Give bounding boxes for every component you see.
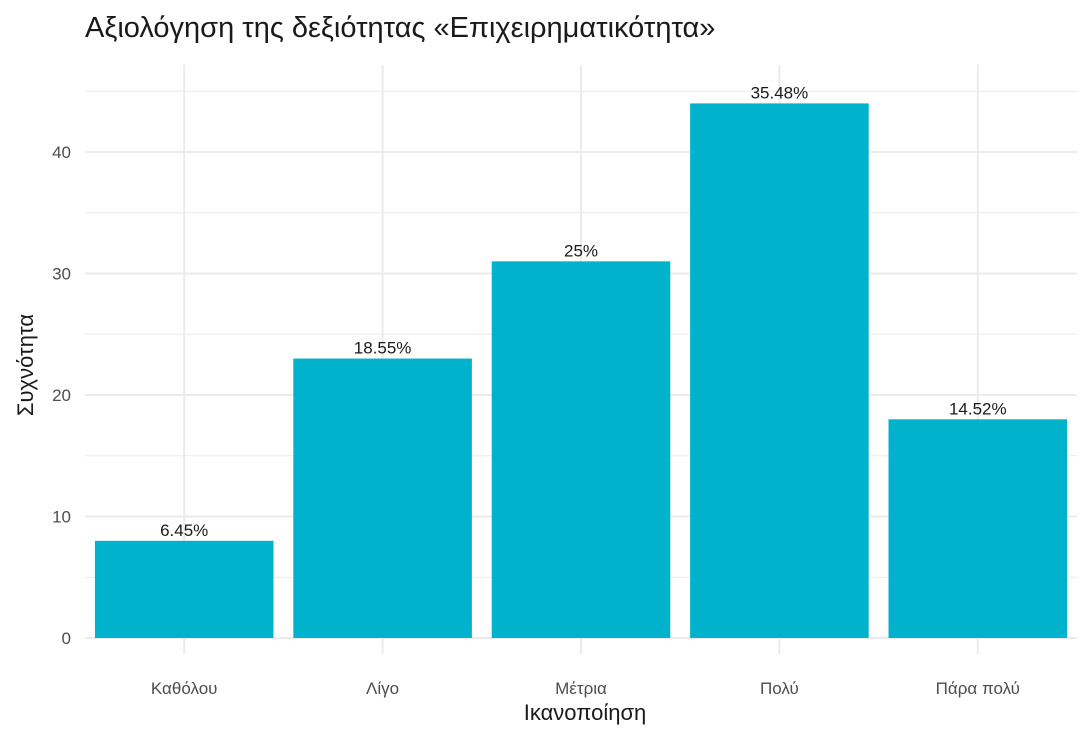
bar-0 — [94, 540, 274, 638]
y-tick-label: 40 — [52, 143, 71, 162]
x-tick-label-2: Μέτρια — [555, 679, 607, 698]
y-tick-label: 30 — [52, 265, 71, 284]
bar-2 — [491, 261, 671, 638]
data-label-3: 35.48% — [751, 83, 809, 102]
y-tick-label: 10 — [52, 508, 71, 527]
x-axis-title: Ικανοποίηση — [523, 700, 647, 725]
y-tick-label: 0 — [62, 629, 71, 648]
x-tick-label-0: Καθόλου — [151, 679, 218, 698]
bar-1 — [293, 358, 472, 638]
data-label-4: 14.52% — [949, 399, 1007, 418]
bar-4 — [888, 419, 1068, 638]
x-tick-label-1: Λίγο — [366, 679, 399, 698]
data-label-1: 18.55% — [354, 339, 412, 358]
y-tick-label: 20 — [52, 386, 71, 405]
y-axis-title: Συχνότητα — [13, 313, 38, 417]
x-tick-label-4: Πάρα πολύ — [936, 679, 1020, 698]
bar-3 — [690, 103, 869, 638]
data-label-2: 25% — [564, 241, 598, 260]
x-tick-label-3: Πολύ — [760, 679, 799, 698]
chart-title: Αξιολόγηση της δεξιότητας «Επιχειρηματικ… — [85, 12, 716, 44]
data-label-0: 6.45% — [160, 521, 208, 540]
